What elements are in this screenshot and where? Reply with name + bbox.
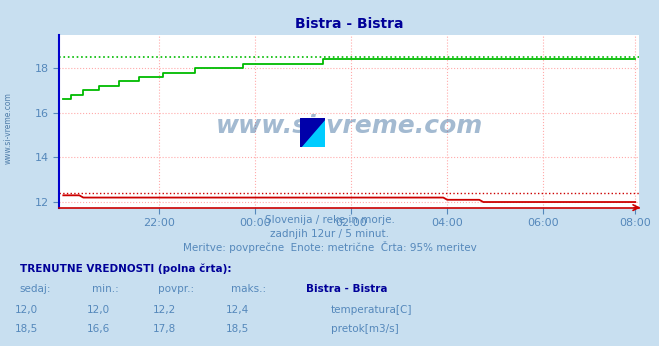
Polygon shape: [300, 118, 325, 147]
Text: povpr.:: povpr.:: [158, 284, 194, 294]
Text: sedaj:: sedaj:: [20, 284, 51, 294]
Text: 18,5: 18,5: [14, 324, 38, 334]
Text: 12,0: 12,0: [87, 305, 111, 315]
Text: 12,2: 12,2: [153, 305, 177, 315]
Text: Meritve: povprečne  Enote: metrične  Črta: 95% meritev: Meritve: povprečne Enote: metrične Črta:…: [183, 241, 476, 253]
Text: 18,5: 18,5: [225, 324, 249, 334]
Text: zadnjih 12ur / 5 minut.: zadnjih 12ur / 5 minut.: [270, 229, 389, 239]
Text: 16,6: 16,6: [87, 324, 111, 334]
Text: 12,0: 12,0: [14, 305, 38, 315]
Text: www.si-vreme.com: www.si-vreme.com: [215, 114, 483, 138]
Text: temperatura[C]: temperatura[C]: [331, 305, 413, 315]
Title: Bistra - Bistra: Bistra - Bistra: [295, 17, 403, 31]
Text: 12,4: 12,4: [225, 305, 249, 315]
Polygon shape: [300, 118, 325, 147]
Text: maks.:: maks.:: [231, 284, 266, 294]
Text: 17,8: 17,8: [153, 324, 177, 334]
Text: min.:: min.:: [92, 284, 119, 294]
Text: pretok[m3/s]: pretok[m3/s]: [331, 324, 399, 334]
Text: TRENUTNE VREDNOSTI (polna črta):: TRENUTNE VREDNOSTI (polna črta):: [20, 263, 231, 274]
Text: Bistra - Bistra: Bistra - Bistra: [306, 284, 388, 294]
Text: Slovenija / reke in morje.: Slovenija / reke in morje.: [264, 215, 395, 225]
Text: www.si-vreme.com: www.si-vreme.com: [3, 92, 13, 164]
